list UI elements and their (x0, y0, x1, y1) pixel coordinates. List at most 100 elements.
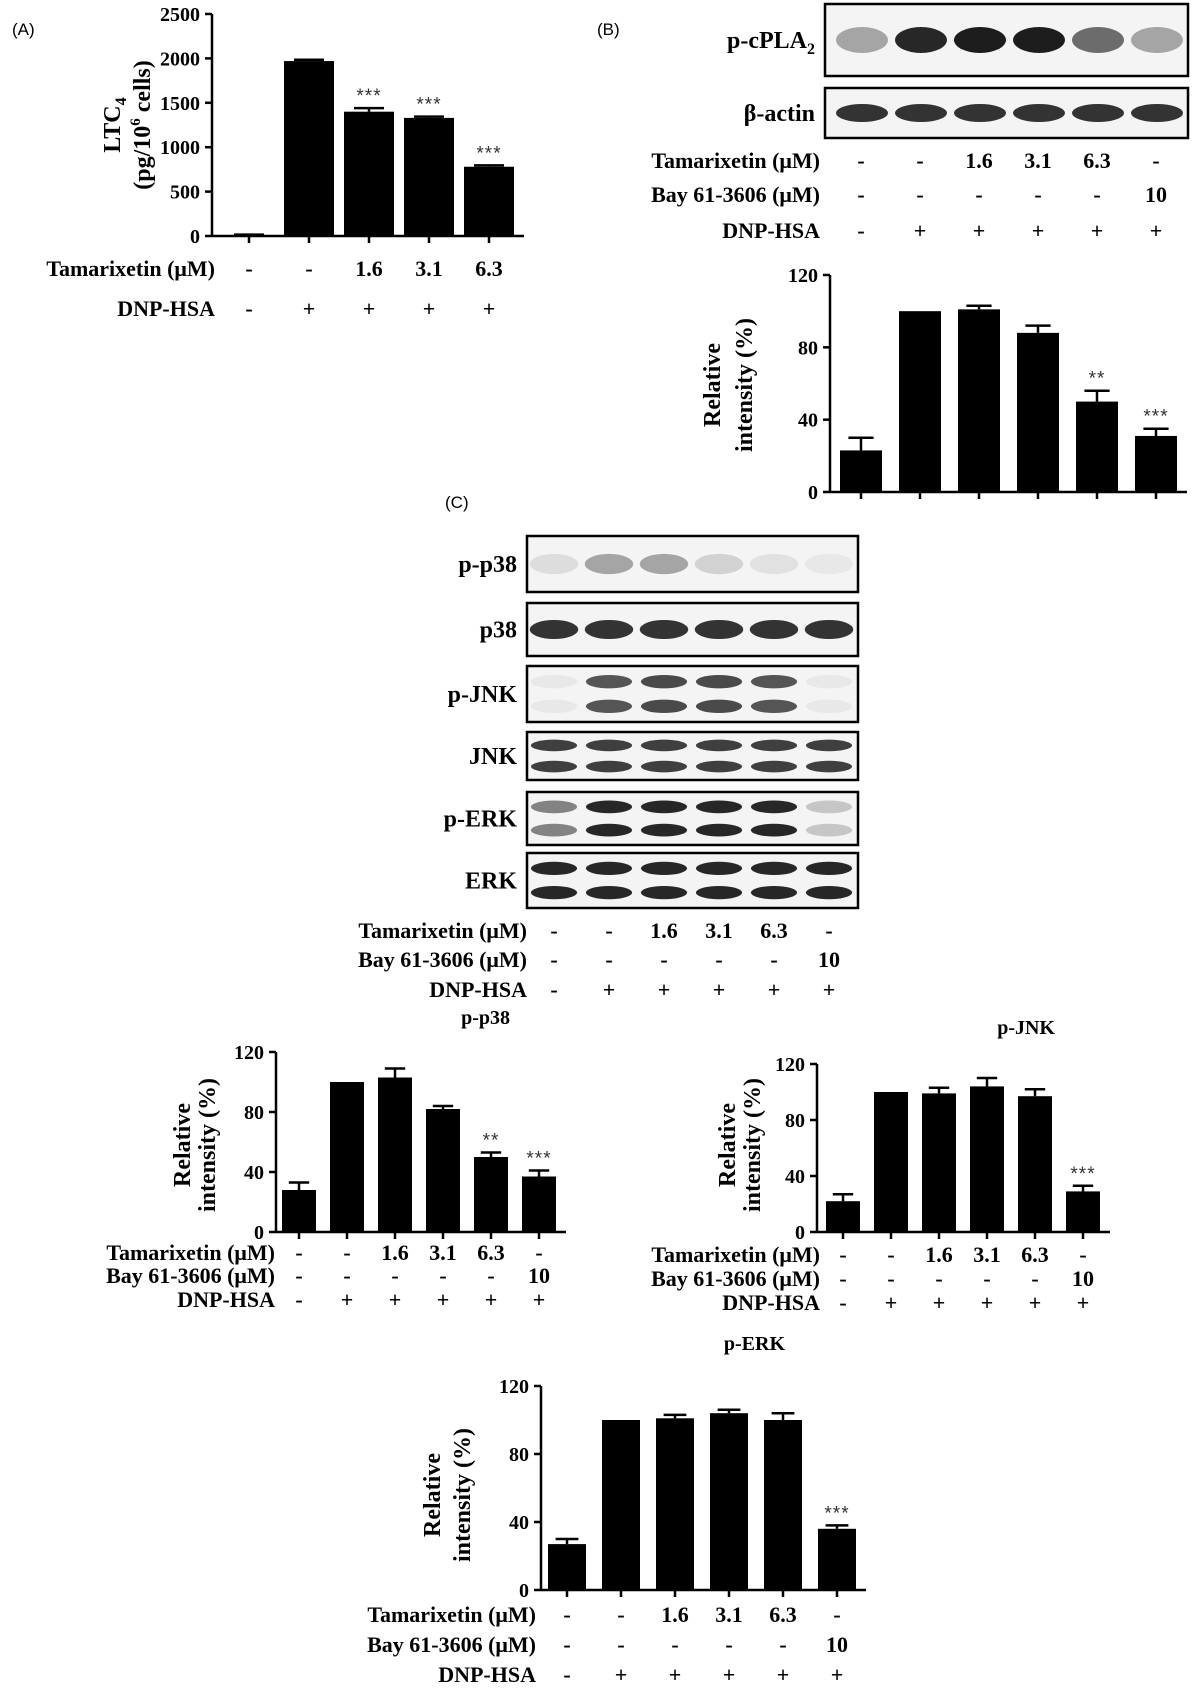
blot-band (1013, 27, 1065, 53)
blot-band (750, 823, 798, 837)
blot-row-label: ERK (465, 869, 517, 895)
blot-band (640, 739, 688, 752)
blot-band (530, 886, 578, 900)
blot-band (805, 760, 853, 773)
condition-value: - (305, 256, 312, 281)
condition-value: + (658, 977, 671, 1002)
blot-frame (525, 851, 860, 910)
y-axis-label: intensity (%) (740, 1078, 766, 1212)
condition-value: - (1031, 1266, 1038, 1291)
condition-value: 10 (826, 1632, 848, 1657)
blot-band (750, 760, 798, 773)
significance-mark: *** (526, 1149, 551, 1170)
bar (1135, 435, 1177, 492)
condition-label: DNP-HSA (722, 218, 820, 243)
condition-value: - (770, 947, 777, 972)
condition-value: + (831, 1662, 844, 1687)
bar (378, 1077, 412, 1232)
y-tick-label: 2500 (160, 4, 200, 26)
condition-value: - (617, 1632, 624, 1657)
blot-band (530, 739, 578, 752)
y-tick-label: 40 (244, 1162, 264, 1184)
condition-label: Tamarixetin (μM) (358, 918, 527, 943)
blot-band (804, 553, 854, 575)
blot-band (695, 760, 743, 773)
blot-band (694, 553, 744, 575)
blot-band (640, 823, 688, 837)
blot-band (529, 553, 579, 575)
condition-value: 10 (528, 1263, 550, 1288)
blot-band (1072, 104, 1124, 122)
condition-value: - (439, 1263, 446, 1288)
y-tick-label: 40 (509, 1512, 529, 1534)
condition-value: + (533, 1287, 546, 1312)
y-axis-label: (pg/106 cells) (128, 60, 156, 190)
condition-value: 6.3 (477, 1240, 505, 1265)
condition-value: + (423, 296, 436, 321)
chart-title: p-JNK (997, 1017, 1055, 1039)
blot-band (695, 739, 743, 752)
blot-band (805, 861, 853, 876)
bar (522, 1176, 556, 1232)
condition-value: + (303, 296, 316, 321)
blot-band (640, 886, 688, 900)
condition-value: + (723, 1662, 736, 1687)
condition-value: + (615, 1662, 628, 1687)
y-axis-label: intensity (%) (195, 1078, 221, 1212)
significance-mark: *** (416, 95, 441, 116)
blot-band (530, 861, 578, 876)
blot-c: p-p38 p38 p-JNK JNK p-ERK ERK (444, 534, 860, 910)
y-tick-label: 40 (785, 1166, 805, 1188)
blot-band (640, 800, 688, 814)
condition-value: - (857, 218, 864, 243)
blot-band (805, 674, 853, 689)
condition-value: 3.1 (973, 1242, 1001, 1267)
y-tick-label: 0 (795, 1222, 805, 1244)
condition-value: 3.1 (715, 1602, 743, 1627)
chart-c-p-jnk: 0 40 80 120 *** Relative intensity (%) p-JNK Tam… (651, 1017, 1110, 1315)
significance-mark: *** (356, 86, 381, 107)
bar (818, 1528, 856, 1590)
blot-band (1131, 27, 1183, 53)
condition-value: - (935, 1266, 942, 1291)
y-axis-label: LTC4 (100, 97, 130, 152)
blot-band (530, 699, 578, 714)
blot-band (695, 886, 743, 900)
blot-band (639, 619, 689, 640)
y-tick-label: 80 (798, 337, 818, 359)
blot-band (585, 861, 633, 876)
condition-label: Bay 61-3606 (μM) (651, 1266, 820, 1291)
y-tick-label: 0 (190, 226, 200, 248)
condition-label: Tamarixetin (μM) (651, 148, 820, 173)
condition-value: + (437, 1287, 450, 1312)
blot-band (750, 674, 798, 689)
blot-band (749, 619, 799, 640)
chart-a: 0 500 1000 1500 2000 2500 *** *** *** LTC4(pg/106… (46, 4, 524, 321)
condition-value: - (535, 1240, 542, 1265)
y-tick-label: 0 (519, 1580, 529, 1602)
blot-band (585, 886, 633, 900)
bar (840, 450, 882, 492)
blot-band (584, 619, 634, 640)
y-tick-label: 120 (788, 265, 818, 287)
significance-mark: ** (1089, 369, 1106, 390)
condition-value: - (343, 1240, 350, 1265)
blot-band (805, 699, 853, 714)
bar (330, 1082, 364, 1232)
blot-band (695, 861, 743, 876)
condition-value: - (563, 1632, 570, 1657)
y-tick-label: 120 (499, 1376, 529, 1398)
y-axis-label: Relative (715, 1103, 741, 1187)
bar (874, 1092, 908, 1232)
condition-value: + (914, 218, 927, 243)
significance-mark: *** (1143, 407, 1168, 428)
condition-value: 1.6 (965, 148, 993, 173)
significance-mark: ** (483, 1131, 500, 1152)
condition-value: 6.3 (760, 918, 788, 943)
condition-value: - (839, 1266, 846, 1291)
condition-value: 3.1 (429, 1240, 457, 1265)
blot-band (805, 739, 853, 752)
condition-value: 6.3 (475, 256, 503, 281)
